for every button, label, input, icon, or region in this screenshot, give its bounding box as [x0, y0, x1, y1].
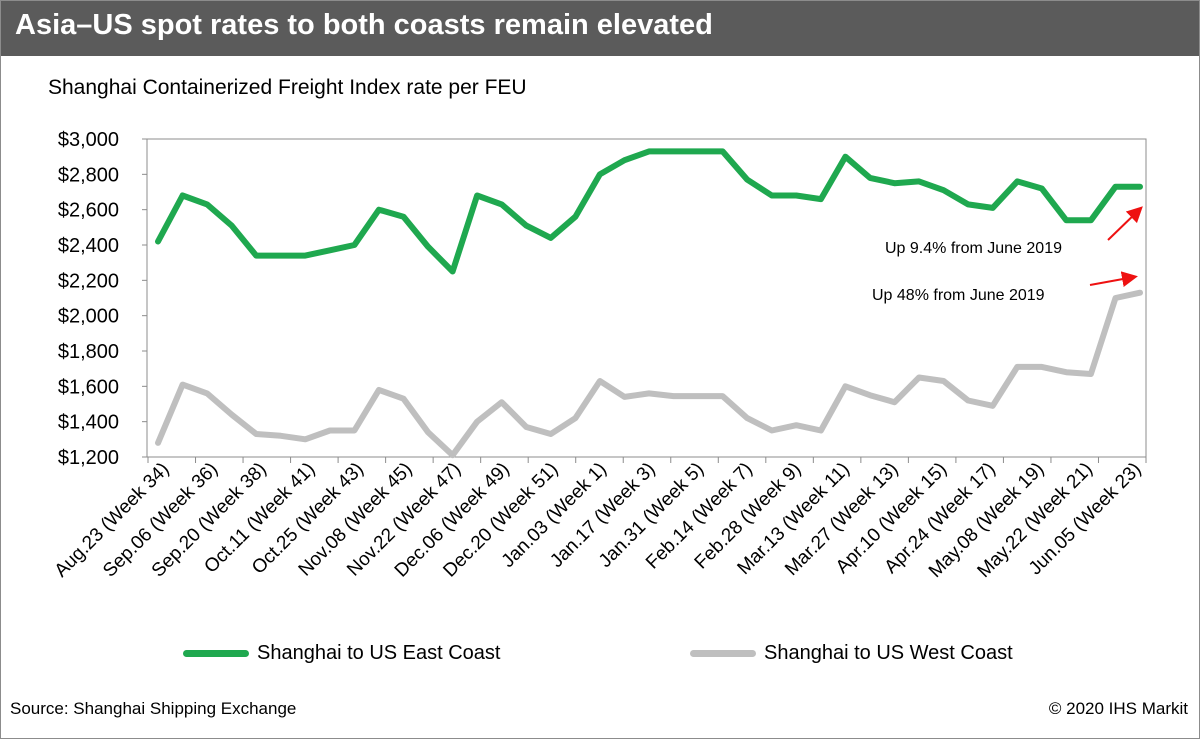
annotation-east: Up 9.4% from June 2019	[885, 240, 1062, 257]
y-tick-label: $1,200	[58, 447, 119, 469]
y-tick-label: $2,000	[58, 306, 119, 328]
legend-label-west: Shanghai to US West Coast	[764, 642, 1013, 664]
y-tick-label: $2,800	[58, 164, 119, 186]
annotation-arrow-east	[1107, 206, 1143, 241]
y-tick-label: $1,800	[58, 341, 119, 363]
title-bar: Asia–US spot rates to both coasts remain…	[1, 1, 1199, 56]
y-tick-label: $2,200	[58, 270, 119, 292]
legend-swatch-east	[183, 650, 249, 657]
plot-area	[146, 138, 1147, 458]
copyright-note: © 2020 IHS Markit	[1048, 699, 1188, 718]
series-line-east	[155, 148, 1143, 275]
legend-label-east: Shanghai to US East Coast	[257, 642, 501, 664]
legend-item-west: Shanghai to US West Coast	[690, 642, 1013, 665]
y-tick-label: $1,600	[58, 376, 119, 398]
legend-swatch-west	[690, 650, 756, 657]
annotation-west: Up 48% from June 2019	[872, 287, 1045, 304]
legend-item-east: Shanghai to US East Coast	[183, 642, 500, 665]
series-line-west	[155, 289, 1143, 459]
source-note: Source: Shanghai Shipping Exchange	[10, 699, 297, 718]
y-tick-label: $2,400	[58, 235, 119, 257]
chart-subtitle: Shanghai Containerized Freight Index rat…	[48, 76, 527, 99]
y-tick-label: $2,600	[58, 200, 119, 222]
y-tick-label: $1,400	[58, 412, 119, 434]
annotation-arrow-west	[1089, 271, 1138, 288]
chart-title: Asia–US spot rates to both coasts remain…	[15, 9, 713, 41]
y-tick-label: $3,000	[58, 129, 119, 151]
